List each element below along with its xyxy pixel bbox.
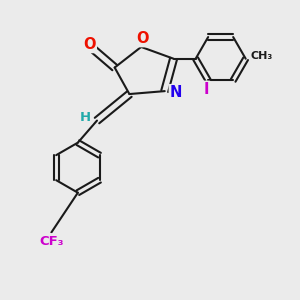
Text: CF₃: CF₃ <box>39 236 64 248</box>
Text: CF₃: CF₃ <box>40 234 63 247</box>
Text: H: H <box>80 110 92 124</box>
Text: O: O <box>136 31 149 46</box>
Text: O: O <box>83 37 96 52</box>
Text: N: N <box>170 85 182 100</box>
Text: CH₃: CH₃ <box>251 51 273 61</box>
Text: I: I <box>204 82 209 97</box>
